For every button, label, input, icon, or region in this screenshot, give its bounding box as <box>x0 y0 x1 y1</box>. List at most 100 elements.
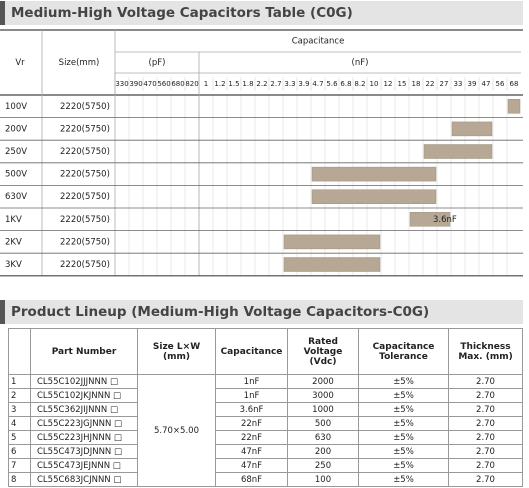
column-label: 1 <box>204 80 208 88</box>
tolerance: ±5% <box>358 374 449 389</box>
part-number: CL55C223JGJNNN □ <box>30 416 138 431</box>
product-row: 6 CL55C473JDJNNN □ 47nF 200 ±5% 2.70 <box>8 444 523 459</box>
size-cell: 5.70×5.00 <box>137 374 216 487</box>
section-title: Product Lineup (Medium-High Voltage Capa… <box>0 300 523 324</box>
part-number: CL55C683JCJNNN □ <box>30 472 138 487</box>
product-row: 8 CL55C683JCJNNN □ 68nF 100 ±5% 2.70 <box>8 472 523 487</box>
column-label: 8.2 <box>354 80 365 88</box>
capacitance: 3.6nF <box>215 402 288 417</box>
size-cell: 2220(5750) <box>60 147 110 157</box>
header-cell: (pF) <box>149 58 166 68</box>
row-number: 2 <box>8 388 31 403</box>
capacitance-range-bar <box>311 166 437 182</box>
capacitance-range-bar <box>507 99 521 114</box>
header-cell: Size(mm) <box>59 58 100 68</box>
capacitance: 47nF <box>215 458 288 473</box>
part-number: CL55C102JJJNNN □ <box>30 374 138 389</box>
column-label: 22 <box>426 80 435 88</box>
part-number: CL55C102JKJNNN □ <box>30 388 138 403</box>
size-cell: 2220(5750) <box>60 102 110 112</box>
capacitance: 1nF <box>215 374 288 389</box>
voltage-cell: 100V <box>5 102 27 112</box>
thickness: 2.70 <box>448 458 523 473</box>
header-cell: (nF) <box>352 58 369 68</box>
thickness: 2.70 <box>448 402 523 417</box>
rated-voltage: 250 <box>287 458 359 473</box>
capacitance: 22nF <box>215 430 288 445</box>
capacitance: 22nF <box>215 416 288 431</box>
capacitance: 47nF <box>215 444 288 459</box>
column-label: 680 <box>171 80 184 88</box>
section-title: Medium-High Voltage Capacitors Table (C0… <box>0 1 523 25</box>
row-number: 4 <box>8 416 31 431</box>
size-cell: 2220(5750) <box>60 124 110 134</box>
thickness: 2.70 <box>448 430 523 445</box>
header-cell: Thickness Max. (mm) <box>448 328 523 375</box>
tolerance: ±5% <box>358 458 449 473</box>
column-label: 1.2 <box>214 80 225 88</box>
range-note: 3.6nF <box>433 215 457 225</box>
column-label: 1.5 <box>228 80 239 88</box>
rated-voltage: 3000 <box>287 388 359 403</box>
header-cell: Capacitance <box>215 328 288 375</box>
column-label: 330 <box>115 80 128 88</box>
tolerance: ±5% <box>358 444 449 459</box>
column-label: 15 <box>398 80 407 88</box>
rated-voltage: 200 <box>287 444 359 459</box>
column-label: 27 <box>440 80 449 88</box>
column-label: 39 <box>468 80 477 88</box>
size-cell: 2220(5750) <box>60 237 110 247</box>
product-row: 2 CL55C102JKJNNN □ 1nF 3000 ±5% 2.70 <box>8 388 523 403</box>
column-label: 56 <box>496 80 505 88</box>
voltage-cell: 250V <box>5 147 27 157</box>
column-label: 18 <box>412 80 421 88</box>
column-label: 5.6 <box>326 80 338 88</box>
column-label: 3.9 <box>298 80 309 88</box>
column-label: 3.3 <box>284 80 295 88</box>
thickness: 2.70 <box>448 388 523 403</box>
row-number: 5 <box>8 430 31 445</box>
capacitance-table: Vr Size(mm) Capacitance (pF) (nF) 330 390 470 56… <box>0 29 523 277</box>
part-number: CL55C473JEJNNN □ <box>30 458 138 473</box>
part-number: CL55C223JHJNNN □ <box>30 430 138 445</box>
voltage-cell: 500V <box>5 170 27 180</box>
part-number: CL55C473JDJNNN □ <box>30 444 138 459</box>
voltage-cell: 3KV <box>5 260 22 270</box>
tolerance: ±5% <box>358 430 449 445</box>
size-cell: 2220(5750) <box>60 215 110 225</box>
column-label: 10 <box>370 80 379 88</box>
header-cell: Size L×W (mm) <box>137 328 216 375</box>
rated-voltage: 2000 <box>287 374 359 389</box>
column-label: 390 <box>129 80 142 88</box>
header-cell: Vr <box>15 58 25 68</box>
product-row: 3 CL55C362JIJNNN □ 3.6nF 1000 ±5% 2.70 <box>8 402 523 417</box>
capacitance: 1nF <box>215 388 288 403</box>
header-cell: Part Number <box>30 328 138 375</box>
rated-voltage: 100 <box>287 472 359 487</box>
product-row: 1 CL55C102JJJNNN □ 5.70×5.00 1nF 2000 ±5% 2.70 <box>8 374 523 487</box>
voltage-cell: 630V <box>5 192 27 202</box>
column-label: 6.8 <box>340 80 351 88</box>
column-label: 12 <box>384 80 393 88</box>
header-cell: Capacitance <box>292 37 345 47</box>
column-label: 47 <box>482 80 491 88</box>
column-label: 820 <box>185 80 198 88</box>
thickness: 2.70 <box>448 374 523 389</box>
column-label: 1.8 <box>242 80 253 88</box>
tolerance: ±5% <box>358 402 449 417</box>
row-number: 1 <box>8 374 31 389</box>
voltage-cell: 2KV <box>5 237 22 247</box>
capacitance-range-bar <box>409 212 451 227</box>
row-number: 8 <box>8 472 31 487</box>
rated-voltage: 500 <box>287 416 359 431</box>
capacitance-range-bar <box>311 189 437 204</box>
row-number: 3 <box>8 402 31 417</box>
part-number: CL55C362JIJNNN □ <box>30 402 138 417</box>
column-label: 470 <box>143 80 156 88</box>
size-cell: 2220(5750) <box>60 192 110 202</box>
header-row: Part Number Size L×W (mm) Capacitance Rated… <box>8 328 523 375</box>
capacitance-range-bar <box>283 234 381 250</box>
thickness: 2.70 <box>448 416 523 431</box>
column-label: 2.7 <box>270 80 281 88</box>
